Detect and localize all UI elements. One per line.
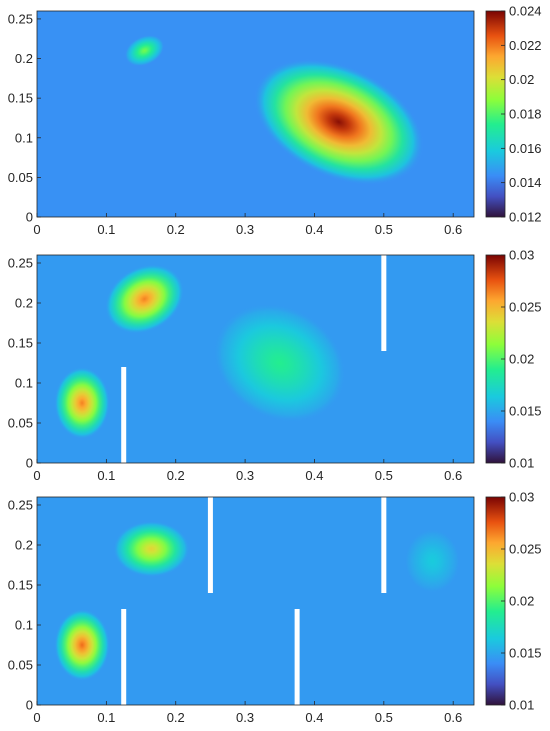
hotspot [54,367,110,439]
colorbar-tick-label: 0.02 [509,72,534,87]
x-tick-label: 0.5 [375,222,393,237]
hotspot [213,303,347,423]
concentration-field [37,11,474,217]
colorbar-tick-label: 0.02 [509,594,534,609]
y-tick-label: 0.15 [8,578,33,593]
y-tick-label: 0.2 [15,538,33,553]
baffle [207,497,213,593]
colorbar-tick-label: 0.014 [509,175,542,190]
y-tick-label: 0.25 [8,498,33,513]
y-tick-label: 0.25 [8,256,33,271]
y-tick-label: 0 [26,698,33,713]
colorbar-tick-label: 0.01 [509,456,534,471]
colorbar-tick-label: 0.018 [509,107,542,122]
heatmap-panel-3: 0 0.1 0.2 0.3 0.4 0.5 0.6 0 0.05 0.1 0.15 0.2 0.25 0.… [8,490,542,726]
baffle [381,255,387,351]
heatmap-panel-2: 0 0.1 0.2 0.3 0.4 0.5 0.6 0 0.05 0.1 0.15 0.2 0.25 0.… [8,248,542,484]
colorbar-tick-label: 0.015 [509,646,542,661]
x-tick-label: 0.4 [305,222,323,237]
colorbar-tick-label: 0.022 [509,38,542,53]
colorbar-tick-label: 0.012 [509,210,542,225]
axes-box [36,254,475,464]
y-tick-label: 0.05 [8,170,33,185]
y-tick-label: 0.15 [8,91,33,106]
y-tick-label: 0.2 [15,51,33,66]
colorbar-tick-label: 0.02 [509,352,534,367]
y-tick-label: 0.05 [8,416,33,431]
colorbar: 0.012 0.014 0.016 0.018 0.02 0.022 0.024 [485,4,542,225]
x-tick-label: 0.6 [444,710,462,725]
colorbar-tick-label: 0.024 [509,4,542,19]
x-tick-label: 0.4 [305,710,323,725]
y-tick-label: 0.15 [8,336,33,351]
hotspot [113,521,190,577]
field-background [37,497,474,705]
axes-box [36,496,475,706]
y-tick-label: 0.2 [15,296,33,311]
x-tick-label: 0.4 [305,468,323,483]
baffle [121,609,127,705]
y-tick-label: 0.05 [8,658,33,673]
x-tick-label: 0 [33,222,40,237]
x-tick-label: 0.6 [444,222,462,237]
x-tick-label: 0.2 [167,468,185,483]
colorbar: 0.01 0.015 0.02 0.025 0.03 [485,248,542,471]
x-tick-label: 0 [33,710,40,725]
x-tick-label: 0.2 [167,710,185,725]
x-tick-label: 0.2 [167,222,185,237]
x-tick-label: 0.1 [97,222,115,237]
y-tick-label: 0.1 [15,376,33,391]
y-tick-label: 0.25 [8,11,33,26]
colorbar-tick-label: 0.01 [509,698,534,713]
hotspot [54,609,110,681]
colorbar-tick-label: 0.025 [509,300,542,315]
y-tick-label: 0.1 [15,130,33,145]
x-tick-label: 0.3 [236,468,254,483]
hotspot [253,58,424,186]
baffle [294,609,300,705]
colorbar-tick-label: 0.015 [509,404,542,419]
concentration-field [37,255,474,463]
x-tick-label: 0.5 [375,468,393,483]
concentration-field [37,497,474,705]
hotspot [404,529,461,593]
colorbar-tick-label: 0.016 [509,141,542,156]
colorbar: 0.01 0.015 0.02 0.025 0.03 [485,490,542,713]
baffle [381,497,387,593]
colorbar-tick-label: 0.03 [509,248,534,263]
y-tick-label: 0.1 [15,618,33,633]
hotspot [124,34,165,67]
x-tick-label: 0.1 [97,468,115,483]
x-tick-label: 0.3 [236,222,254,237]
x-tick-label: 0.1 [97,710,115,725]
y-tick-label: 0 [26,456,33,471]
hotspot [105,264,184,334]
heatmap-panel-1: 0 0.1 0.2 0.3 0.4 0.5 0.6 0 0.05 0.1 0.15 0.2 0.25 0.… [8,4,542,238]
x-tick-label: 0.3 [236,710,254,725]
x-tick-label: 0 [33,468,40,483]
x-tick-label: 0.5 [375,710,393,725]
x-tick-label: 0.6 [444,468,462,483]
baffle [121,367,127,463]
colorbar-tick-label: 0.03 [509,490,534,505]
axes-box [36,10,475,218]
y-tick-label: 0 [26,210,33,225]
colorbar-tick-label: 0.025 [509,542,542,557]
